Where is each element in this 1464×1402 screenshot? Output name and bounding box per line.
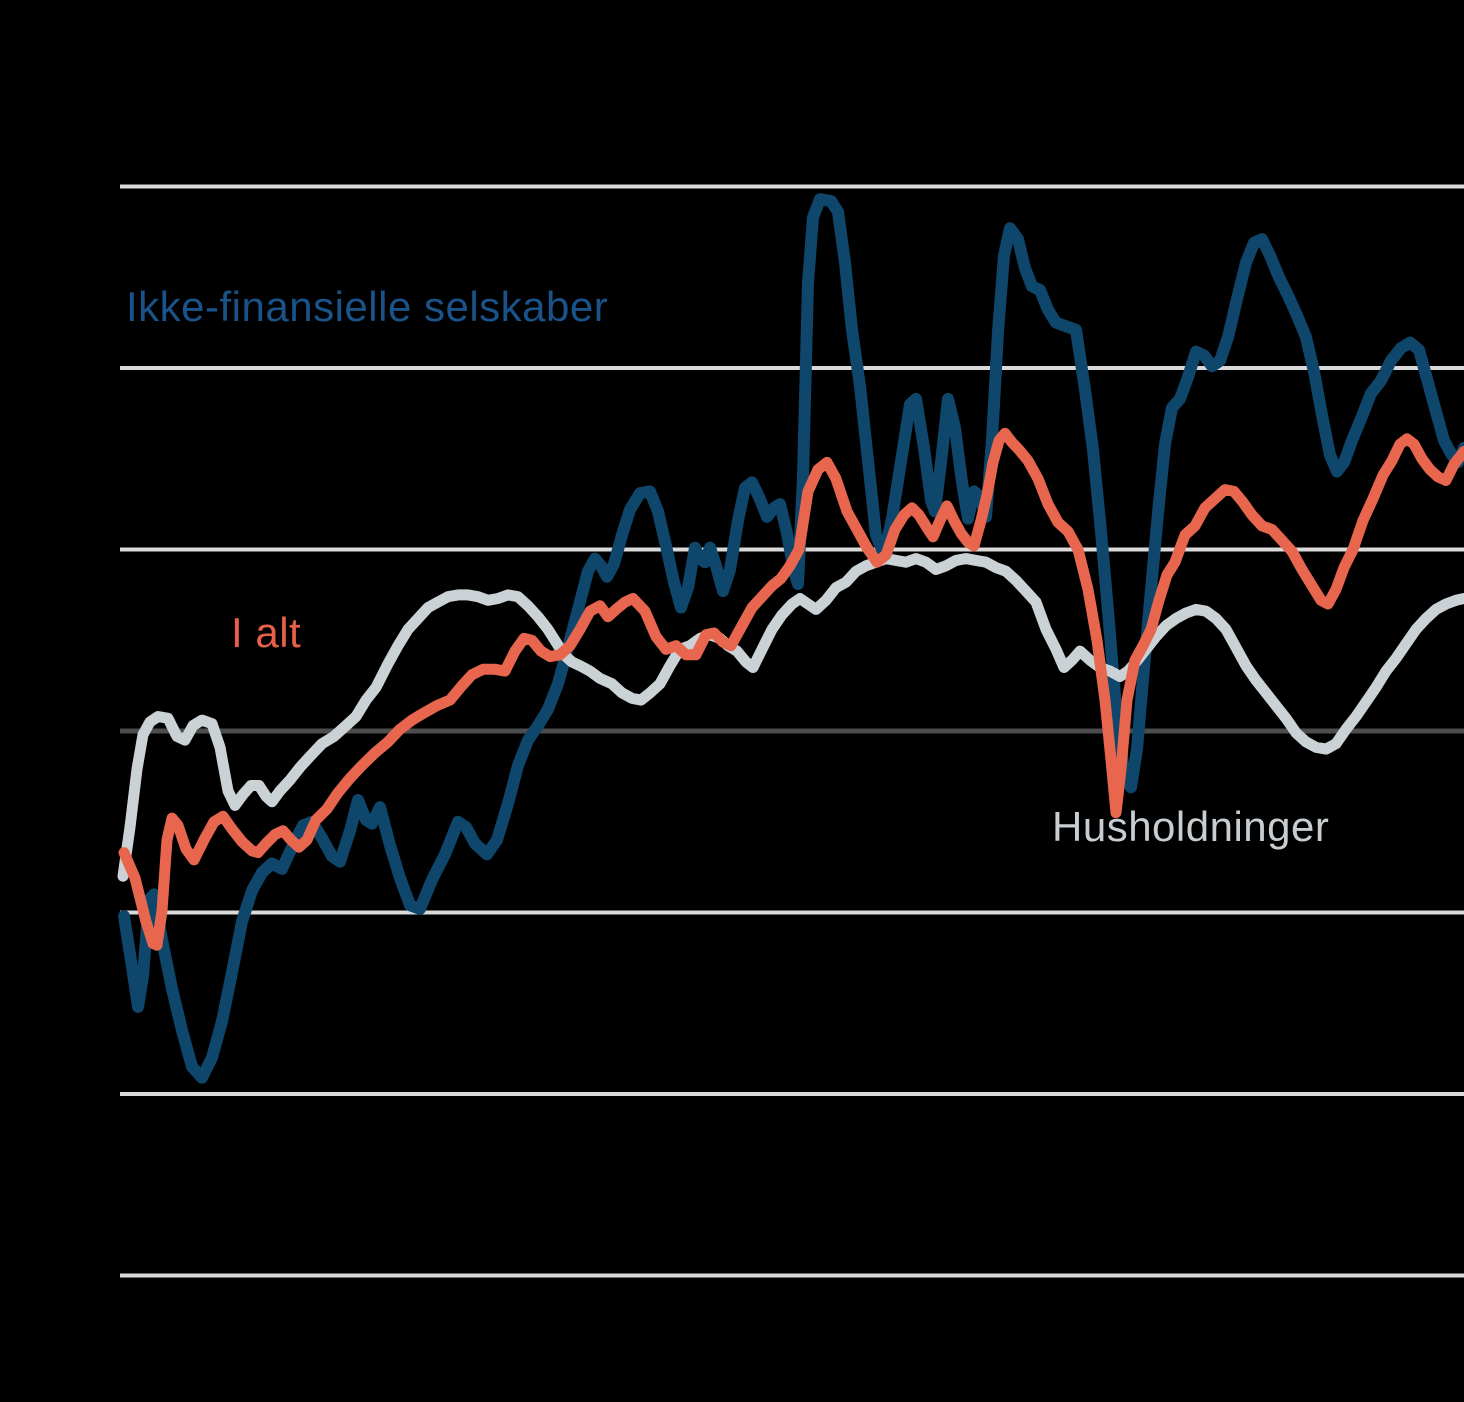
series-line-husholdninger <box>117 553 1464 882</box>
series-line-ikke-finansielle-selskaber <box>118 193 1464 1084</box>
series-label-nonfinancial-corporations: Ikke-finansielle selskaber <box>126 283 609 330</box>
series-line-i-alt <box>118 427 1464 951</box>
series-label-households: Husholdninger <box>1052 803 1330 850</box>
series-label-total: I alt <box>231 609 302 656</box>
